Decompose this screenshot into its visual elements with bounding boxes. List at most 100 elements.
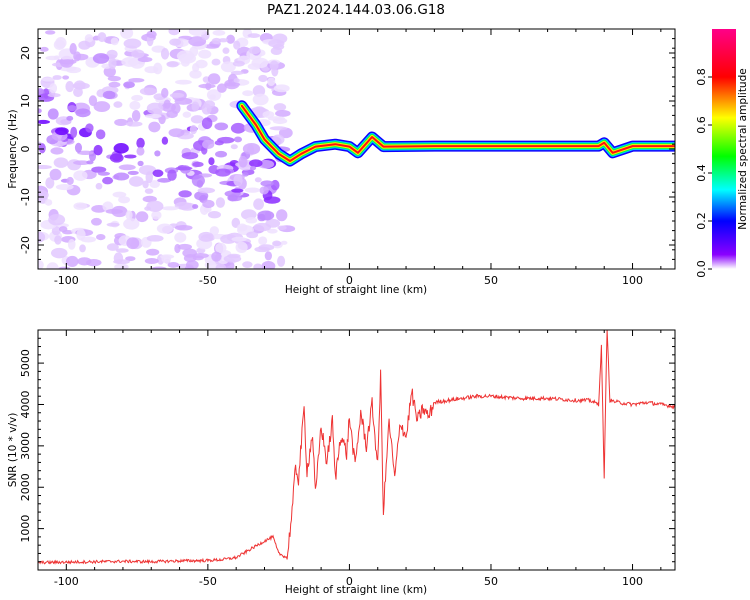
heatmap-noise-cell — [268, 39, 285, 48]
heatmap-noise-cell — [253, 263, 263, 269]
spectrogram-ytick-label: 20 — [19, 46, 32, 60]
heatmap-noise-cell — [67, 239, 76, 250]
colorbar-tick-label: 0.8 — [695, 68, 708, 86]
heatmap-noise-cell — [137, 56, 153, 63]
heatmap-noise-cell — [144, 188, 154, 194]
heatmap-noise-cell — [47, 108, 59, 120]
heatmap-noise-cell — [131, 49, 145, 59]
heatmap-noise-cell — [39, 46, 49, 52]
heatmap-noise-cell — [58, 59, 77, 65]
snr-ytick-label: 1000 — [19, 515, 32, 543]
heatmap-noise-cell — [136, 137, 145, 149]
heatmap-noise-cell — [206, 89, 222, 101]
snr-ytick-label: 5000 — [19, 349, 32, 377]
heatmap-noise-cell — [178, 53, 197, 64]
heatmap-noise-cell — [106, 243, 119, 251]
heatmap-noise-cell — [267, 77, 276, 87]
spectrogram-ytick-label: -20 — [19, 236, 32, 254]
heatmap-noise-cell — [233, 174, 243, 187]
heatmap-noise-cell — [151, 266, 167, 269]
heatmap-noise-cell — [50, 247, 68, 259]
heatmap-noise-cell — [129, 100, 141, 111]
heatmap-noise-cell — [198, 49, 212, 59]
heatmap-noise-cell — [168, 29, 180, 36]
heatmap-noise-cell — [198, 231, 214, 242]
colorbar-tick-label: 0.0 — [695, 260, 708, 278]
heatmap-noise-cell — [66, 115, 74, 121]
heatmap-noise-cell — [183, 253, 197, 263]
heatmap-noise-cell — [230, 144, 238, 150]
heatmap-noise-cell — [93, 144, 103, 156]
heatmap-noise-cell — [146, 102, 164, 115]
spectrogram-y-axis-label: Frequency (Hz) — [7, 109, 19, 188]
colorbar-label: Normalized spectral amplitude — [737, 68, 749, 229]
heatmap-noise-cell — [102, 176, 114, 185]
heatmap-noise-cell — [198, 83, 216, 89]
heatmap-noise-cell — [160, 254, 175, 259]
heatmap-noise-cell — [215, 168, 231, 177]
spectrogram-xtick-label: 0 — [346, 274, 353, 287]
heatmap-noise-cell — [95, 129, 106, 140]
heatmap-noise-cell — [146, 200, 164, 212]
heatmap-noise-cell — [232, 60, 245, 67]
heatmap-noise-cell — [113, 143, 129, 154]
snr-xtick-label: -100 — [54, 575, 79, 588]
heatmap-noise-cell — [233, 136, 243, 143]
heatmap-noise-cell — [184, 265, 195, 269]
heatmap-noise-cell — [192, 255, 204, 261]
heatmap-noise-cell — [139, 87, 158, 96]
heatmap-noise-cell — [53, 157, 69, 168]
heatmap-noise-cell — [247, 33, 261, 38]
heatmap-noise-cell — [108, 81, 121, 88]
heatmap-noise-cell — [202, 139, 215, 150]
heatmap-noise-cell — [277, 255, 286, 267]
heatmap-noise-cell — [192, 204, 199, 209]
spectrogram-ytick-label: 0 — [19, 146, 32, 153]
heatmap-noise-cell — [65, 81, 75, 93]
heatmap-noise-cell — [131, 94, 143, 101]
heatmap-noise-cell — [142, 180, 149, 189]
heatmap-noise-cell — [273, 84, 290, 93]
heatmap-noise-cell — [123, 218, 140, 230]
colorbar-tick-label: 0.2 — [695, 212, 708, 230]
heatmap-noise-cell — [138, 165, 157, 175]
heatmap-noise-cell — [149, 180, 160, 189]
heatmap-noise-cell — [259, 186, 269, 195]
heatmap-noise-cell — [131, 109, 141, 122]
heatmap-noise-cell — [216, 83, 227, 93]
heatmap-noise-cell — [53, 55, 60, 60]
snr-ticks: -100 -50 0 50 100 1000 2000 3000 4000 5000 — [19, 329, 675, 588]
heatmap-noise-cell — [254, 177, 262, 183]
heatmap-noise-cell — [154, 150, 161, 157]
heatmap-noise-cell — [215, 242, 227, 254]
heatmap-noise-cell — [252, 93, 269, 106]
spectrogram-xtick-label: -100 — [54, 274, 79, 287]
heatmap-noise-cell — [93, 101, 111, 113]
heatmap-noise-cell — [84, 34, 94, 43]
heatmap-noise-cell — [167, 262, 180, 268]
heatmap-noise-cell — [212, 30, 226, 36]
heatmap-noise-cell — [261, 260, 276, 269]
heatmap-noise-cell — [222, 47, 230, 54]
heatmap-noise-cell — [181, 152, 199, 160]
heatmap-noise-cell — [106, 222, 120, 227]
heatmap-noise-cell — [112, 191, 127, 198]
heatmap-noise-cell — [217, 136, 235, 144]
heatmap-noise-cell — [265, 218, 281, 228]
heatmap-noise-cell — [182, 111, 192, 118]
heatmap-noise-cell — [73, 170, 88, 181]
heatmap-noise-cell — [58, 266, 71, 269]
heatmap-noise-cell — [174, 243, 181, 254]
heatmap-noise-cell — [146, 30, 157, 39]
heatmap-noise-cell — [144, 258, 159, 265]
heatmap-noise-cell — [115, 248, 129, 253]
heatmap-noise-cell — [137, 160, 144, 167]
heatmap-noise-cell — [277, 225, 287, 231]
heatmap-noise-cell — [47, 93, 61, 98]
heatmap-noise-cell — [96, 233, 106, 241]
heatmap-noise-cell — [44, 30, 56, 35]
heatmap-noise-cell — [242, 172, 249, 177]
snr-ytick-label: 2000 — [19, 473, 32, 501]
heatmap-noise-cell — [270, 46, 283, 56]
